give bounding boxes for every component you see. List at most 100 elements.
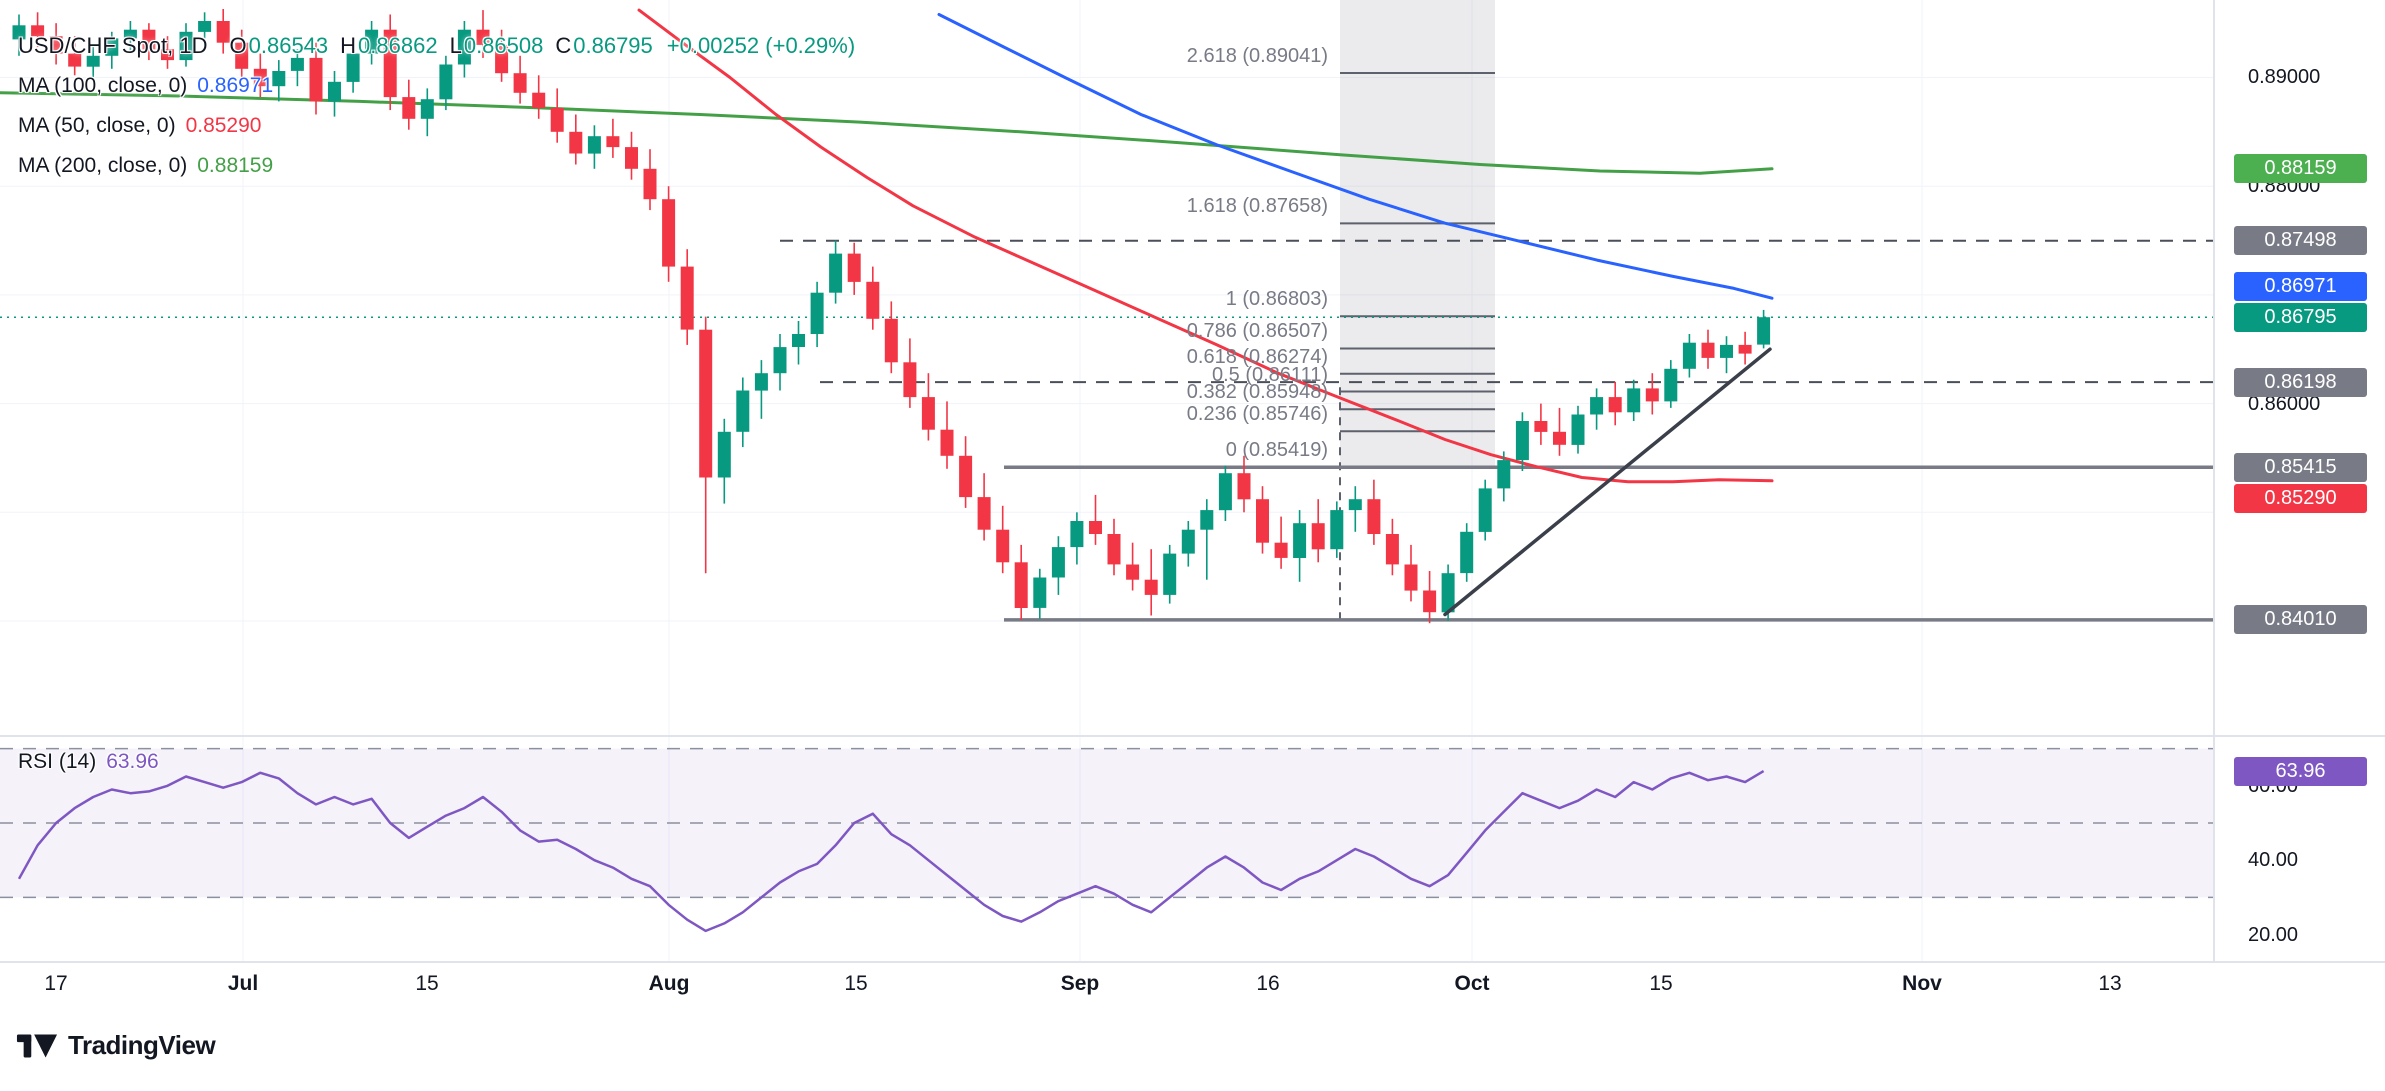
candle-body (680, 266, 694, 330)
symbol-legend-row[interactable]: USD/CHF Spot, 1D O 0.86543 H 0.86862 L 0… (18, 26, 855, 66)
candles-series (12, 9, 1771, 624)
candle-body (1256, 499, 1269, 543)
rsi-legend-row[interactable]: RSI (14) 63.96 (18, 742, 159, 782)
candle-body (1218, 473, 1232, 511)
trend-line[interactable] (1443, 347, 1772, 617)
candle-body (1682, 342, 1696, 369)
candle-body (1441, 573, 1455, 613)
candle-body (68, 53, 82, 67)
ma50-legend-row[interactable]: MA (50, close, 0) 0.85290 (18, 106, 855, 146)
candle-body (1608, 397, 1622, 413)
candle-body (290, 57, 304, 71)
ma200-line[interactable] (0, 91, 1774, 175)
candle-body (476, 29, 490, 45)
candle-body (1237, 473, 1251, 500)
candle-body (105, 38, 119, 56)
high-value: 0.86862 (358, 33, 438, 58)
candle-body (1293, 523, 1307, 558)
candle-body (1385, 534, 1399, 565)
ma100-line[interactable] (937, 13, 1774, 300)
candle-body (1404, 564, 1418, 591)
candle-body (940, 429, 954, 456)
close-label: C (555, 33, 572, 58)
change-value: +0.00252 (+0.29%) (666, 33, 856, 58)
brand-name[interactable]: TradingView (68, 1030, 216, 1060)
candle-body (959, 455, 973, 498)
candle-body (717, 431, 731, 478)
candle-body (309, 57, 323, 102)
candle-body (1701, 342, 1715, 358)
candle-body (1070, 521, 1084, 548)
candle-body (439, 64, 453, 100)
ma50-label: MA (50, close, 0) (18, 114, 176, 137)
candle-body (1274, 542, 1288, 558)
candle-body (1627, 388, 1641, 413)
candle-body (1089, 521, 1102, 534)
candle-body (31, 25, 45, 37)
tradingview-logo[interactable] (16, 1031, 58, 1061)
candle-body (1645, 388, 1659, 402)
candle-body (754, 373, 768, 391)
fib-band[interactable] (1340, 0, 1495, 467)
time-axis[interactable] (0, 963, 2385, 1021)
candle-body (1126, 564, 1140, 580)
candle-body (699, 329, 713, 478)
candle-body (1664, 368, 1678, 402)
candle-body (1478, 488, 1492, 532)
candle-body (996, 529, 1010, 563)
candle-body (123, 29, 137, 39)
candle-body (625, 147, 638, 169)
candle-body (513, 73, 527, 93)
candle-body (532, 92, 546, 108)
candle-body (810, 292, 824, 334)
candle-body (569, 131, 583, 154)
candle-body (420, 99, 434, 119)
candle-body (1460, 531, 1474, 574)
candle-body (365, 29, 379, 54)
ma100-legend-row[interactable]: MA (100, close, 0) 0.86971 (18, 66, 855, 106)
close-value: 0.86795 (573, 33, 653, 58)
candle-body (587, 136, 601, 154)
candle-body (457, 29, 471, 65)
candle-body (1163, 553, 1177, 595)
candle-body (977, 497, 991, 530)
open-value: 0.86543 (248, 33, 329, 58)
candle-body (1571, 414, 1585, 445)
rsi-value: 63.96 (106, 750, 159, 773)
ma200-value: 0.88159 (197, 154, 274, 177)
rsi-legend: RSI (14) 63.96 (18, 742, 159, 782)
candle-body (161, 49, 174, 61)
candle-body (86, 55, 100, 67)
candle-body (1033, 577, 1047, 608)
tradingview-attribution: TradingView (16, 1030, 216, 1061)
candle-body (921, 397, 935, 430)
rsi-label: RSI (14) (18, 750, 97, 773)
candle-body (272, 71, 286, 87)
ma200-label: MA (200, close, 0) (18, 154, 188, 177)
candle-body (662, 199, 676, 267)
candle-body (1497, 460, 1511, 489)
candle-body (235, 42, 249, 69)
ma200-legend-row[interactable]: MA (200, close, 0) 0.88159 (18, 146, 855, 186)
candle-body (142, 29, 156, 50)
high-label: H (340, 33, 357, 58)
candle-body (866, 281, 880, 319)
candle-body (1330, 510, 1344, 550)
price-axis[interactable] (2214, 0, 2385, 962)
candle-body (49, 36, 63, 54)
ma50-line[interactable] (637, 8, 1774, 484)
candle-body (1181, 529, 1195, 554)
candle-body (12, 25, 26, 40)
candle-body (606, 136, 620, 148)
ma50-value: 0.85290 (185, 114, 262, 137)
candle-body (736, 390, 750, 432)
candle-body (1014, 562, 1028, 608)
rsi-line[interactable] (17, 770, 1765, 933)
candle-body (773, 347, 787, 374)
candle-body (1144, 579, 1158, 595)
candle-body (1534, 421, 1548, 432)
candle-body (1738, 344, 1752, 354)
candle-body (643, 168, 657, 200)
